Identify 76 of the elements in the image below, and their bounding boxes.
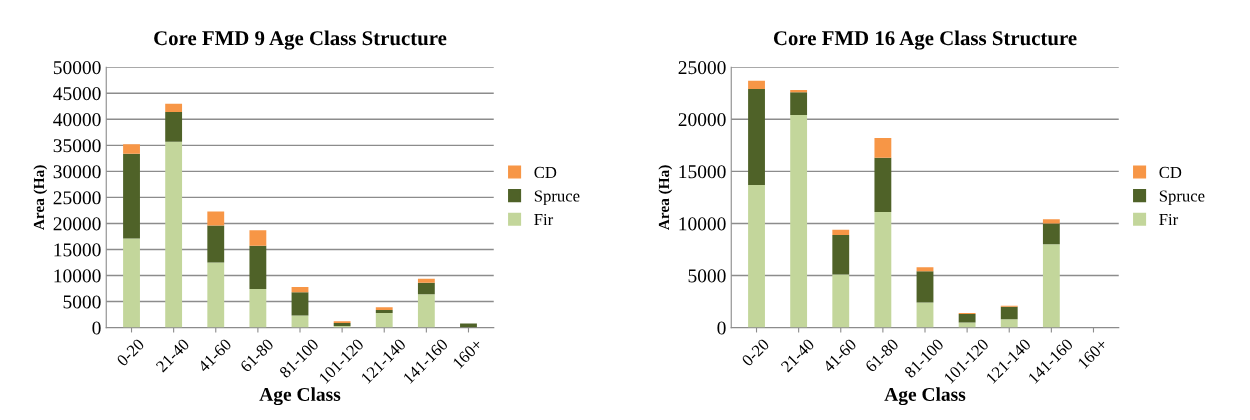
bar	[874, 157, 892, 212]
bar	[832, 229, 850, 235]
bar	[916, 267, 934, 272]
y-tick-label: 0	[92, 321, 101, 335]
bar	[417, 278, 435, 283]
bar	[460, 323, 477, 328]
y-tick-label: 15000	[679, 165, 726, 179]
bar	[165, 141, 183, 328]
legend-label: Spruce	[534, 190, 580, 206]
bar	[790, 92, 808, 116]
y-axis-title: Area (Ha)	[658, 165, 673, 230]
x-tick-label: 0-20	[741, 338, 770, 367]
y-tick-label: 20000	[53, 217, 101, 231]
bar	[958, 322, 976, 328]
bar	[123, 238, 140, 328]
y-axis-title: Area (Ha)	[33, 165, 48, 230]
x-tick-label: 160+	[452, 338, 484, 369]
bar	[790, 115, 808, 328]
y-tick-label: 40000	[53, 113, 101, 127]
y-tick-label: 5000	[688, 269, 726, 283]
bar	[249, 230, 267, 246]
bar	[207, 262, 225, 328]
bar	[916, 271, 934, 303]
y-tick-label: 50000	[53, 61, 101, 75]
x-tick-label: 160+	[1077, 338, 1109, 369]
y-tick-label: 30000	[53, 165, 101, 179]
bar	[1000, 306, 1018, 320]
legend-label: Spruce	[1159, 190, 1205, 206]
legend-label: CD	[534, 166, 557, 179]
bar	[874, 138, 892, 158]
y-tick-label: 20000	[678, 113, 726, 127]
x-axis-title: Age Class	[259, 387, 341, 406]
y-tick-label: 10000	[679, 217, 726, 231]
bar	[333, 322, 351, 327]
bar	[748, 184, 765, 328]
bar	[832, 234, 850, 275]
bar	[207, 211, 225, 226]
legend-label: Fir	[534, 213, 554, 226]
legend-label: CD	[1159, 166, 1182, 179]
bar	[1000, 319, 1018, 328]
chart-title: Core FMD 9 Age Class Structure	[154, 30, 447, 50]
y-tick-label: 0	[717, 321, 726, 335]
y-tick-label: 45000	[53, 87, 101, 101]
bar	[748, 89, 765, 185]
bar	[123, 153, 140, 239]
legend-label: Fir	[1159, 213, 1179, 226]
bar	[375, 309, 393, 314]
bar	[207, 225, 225, 263]
bar	[790, 90, 808, 93]
x-axis-title: Age Class	[884, 387, 966, 406]
bar	[249, 245, 267, 290]
y-tick-label: 10000	[54, 269, 101, 283]
chart-title: Core FMD 16 Age Class Structure	[773, 30, 1077, 50]
bar	[874, 211, 892, 328]
bar	[916, 302, 934, 328]
y-tick-label: 25000	[53, 191, 101, 205]
bar	[1042, 244, 1060, 328]
y-tick-label: 5000	[63, 295, 101, 309]
bar	[832, 274, 850, 328]
bar	[417, 282, 435, 295]
bar	[417, 294, 435, 328]
bar	[1042, 223, 1060, 245]
bar	[748, 80, 765, 90]
bar	[291, 286, 309, 293]
y-tick-label: 15000	[54, 243, 101, 257]
bar	[165, 111, 183, 142]
bar	[249, 289, 267, 328]
y-tick-label: 35000	[53, 139, 101, 153]
bar	[165, 103, 183, 112]
bar	[375, 313, 393, 328]
bar	[958, 314, 976, 323]
bar	[291, 292, 309, 316]
bar	[1042, 219, 1060, 224]
x-tick-label: 0-20	[116, 338, 145, 367]
y-tick-label: 25000	[678, 61, 726, 75]
bar	[123, 144, 140, 154]
